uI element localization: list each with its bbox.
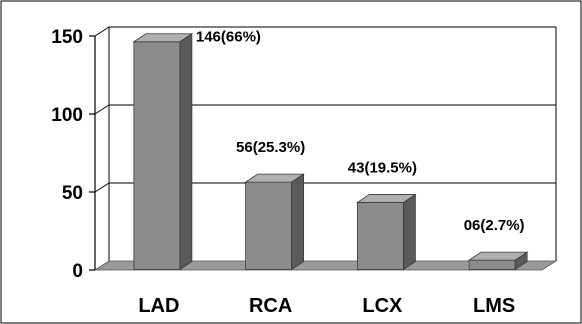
bar-lad bbox=[132, 32, 194, 271]
y-tick-label-0: 0 bbox=[72, 261, 83, 282]
data-label-lcx: 43(19.5%) bbox=[348, 159, 417, 176]
bar-lms bbox=[467, 251, 529, 271]
bar-front-lad bbox=[133, 41, 181, 270]
bar-side-lad bbox=[179, 32, 193, 271]
x-tick-label-lms: LMS bbox=[473, 295, 515, 317]
y-tick-label-150: 150 bbox=[51, 27, 83, 48]
bar-top-lad bbox=[132, 33, 194, 43]
gridline-wall-100 bbox=[94, 104, 110, 115]
chart-floor bbox=[93, 260, 558, 271]
y-tick-label-100: 100 bbox=[51, 105, 83, 126]
gridline-wall-150 bbox=[94, 26, 110, 37]
data-label-rca: 56(25.3%) bbox=[236, 139, 305, 156]
data-label-lad: 146(66%) bbox=[196, 29, 261, 46]
bar-front-lcx bbox=[356, 202, 404, 270]
bar-front-lms bbox=[468, 259, 516, 270]
bar-front-rca bbox=[245, 181, 293, 270]
x-tick-label-lad: LAD bbox=[138, 295, 179, 317]
x-tick-label-rca: RCA bbox=[249, 295, 292, 317]
bar-lcx bbox=[356, 193, 417, 271]
labels: 0 50 100 150 LAD 146(66%) RCA 56(25.3%) LCX 43(19… bbox=[51, 27, 524, 317]
bar-top-lms bbox=[467, 251, 529, 261]
gridline-wall-50 bbox=[94, 182, 110, 193]
bar-rca bbox=[244, 173, 305, 271]
bar-side-rca bbox=[291, 173, 305, 271]
bars bbox=[132, 32, 529, 271]
y-tick-label-50: 50 bbox=[62, 183, 83, 204]
bar-side-lcx bbox=[402, 193, 416, 271]
bar-top-rca bbox=[244, 173, 305, 183]
bar-top-lcx bbox=[356, 194, 417, 203]
x-tick-label-lcx: LCX bbox=[362, 295, 403, 317]
data-label-lms: 06(2.7%) bbox=[464, 217, 525, 234]
axes bbox=[89, 27, 558, 271]
